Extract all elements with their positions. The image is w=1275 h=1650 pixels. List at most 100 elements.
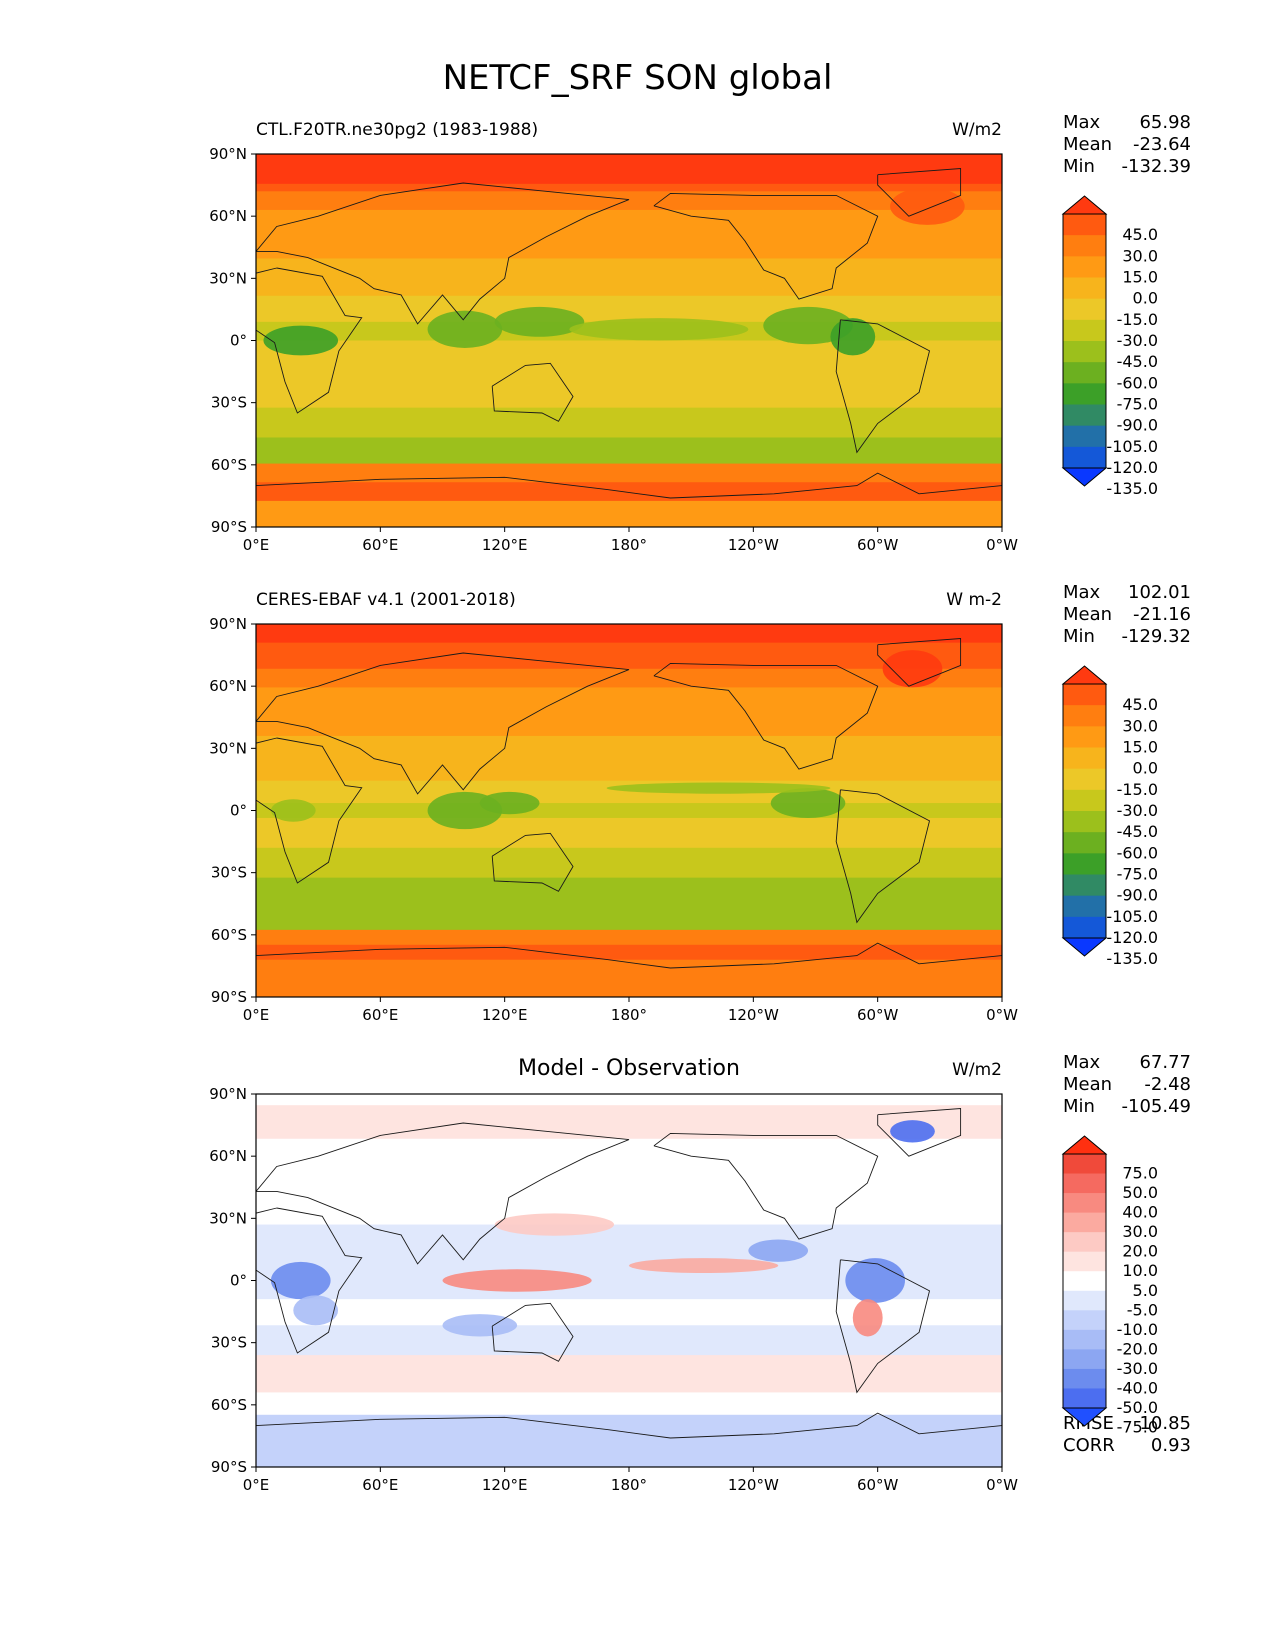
colorbar-segment [1063,383,1106,405]
colorbar: 75.050.040.030.020.010.05.0-5.0-10.0-20.… [1061,1135,1158,1437]
stat-value: -23.64 [1132,134,1191,155]
corr-value: 0.93 [1150,1435,1191,1456]
colorbar-label: -45.0 [1117,352,1158,371]
map-field [256,1094,1002,1467]
colorbar-segment [1063,768,1106,791]
colorbar-label: -60.0 [1117,373,1158,392]
colorbar-segment [1063,1290,1106,1311]
lon-tick-label: 0°W [986,1476,1018,1494]
lon-tick-label: 120°E [482,1476,528,1494]
stat-label: Mean [1063,1074,1113,1095]
stat-value: 67.77 [1139,1052,1191,1073]
lat-tick-label: 30°S [211,864,247,882]
field-band [256,482,1002,502]
lat-tick-label: 60°S [211,456,247,474]
field-band [256,1299,1002,1326]
field-band [256,624,1002,644]
lon-tick-label: 60°W [857,536,899,554]
lon-tick-label: 60°E [362,1476,398,1494]
lat-tick-label: 90°S [211,1458,247,1476]
panel-title: CERES-EBAF v4.1 (2001-2018) [256,590,516,610]
stat-value: 65.98 [1139,112,1191,133]
colorbar-segment [1063,1232,1106,1253]
field-band [256,959,1002,997]
lon-tick-label: 60°W [857,1476,899,1494]
colorbar-label: 5.0 [1133,1281,1158,1300]
figure-title: NETCF_SRF SON global [442,58,833,98]
field-feature [442,1269,592,1292]
coastline [491,362,574,422]
colorbar-outline [1062,683,1107,939]
field-band [256,191,1002,211]
colorbar-label: -15.0 [1117,780,1158,799]
colorbar-segment [1063,1173,1106,1194]
lat-tick-label: 90°N [209,145,247,163]
panel-title: Model - Observation [518,1056,740,1081]
colorbar-label: -75.0 [1117,1418,1158,1437]
lat-tick-label: 90°N [209,615,247,633]
field-feature [270,799,316,822]
field-band [256,1414,1002,1467]
field-band [256,407,1002,438]
field-feature [830,318,876,356]
stat-value: -105.49 [1121,1096,1191,1117]
colorbar-label: -5.0 [1127,1300,1158,1319]
colorbar-label: 0.0 [1133,759,1158,778]
field-band [256,847,1002,879]
field-band [256,1224,1002,1263]
colorbar-segment [1063,214,1106,236]
colorbar-label: 30.0 [1122,716,1158,735]
field-band [256,209,1002,259]
lon-tick-label: 60°W [857,1006,899,1024]
field-band [256,1325,1002,1356]
stat-value: -2.48 [1144,1074,1191,1095]
colorbar-label: -120.0 [1106,928,1158,947]
coastline [256,942,1002,969]
colorbar-segment [1063,256,1106,278]
stat-label: Mean [1063,604,1113,625]
map-plot: 90°N 60°N 30°N 0° 30°S 60°S 90°S0°E 60°E 120°E 18… [209,1085,1158,1494]
coastline [877,168,962,217]
coastline [256,267,363,414]
colorbar-segment [1063,1154,1106,1174]
colorbar-segment [1063,404,1106,427]
colorbar-segment [1063,1329,1106,1350]
colorbar-extend-max [1061,665,1108,685]
lat-tick-label: 30°S [211,394,247,412]
colorbar-label: 10.0 [1122,1261,1158,1280]
field-feature [606,782,831,794]
panel-stats: Max 67.77 Mean -2.48 Min -105.49 [1063,1052,1191,1118]
field-band [256,1392,1002,1416]
colorbar-label: -30.0 [1117,801,1158,820]
colorbar-segment [1063,298,1106,321]
field-band [256,735,1002,782]
field-feature [479,791,540,815]
lon-tick-label: 120°E [482,536,528,554]
map-plot: 90°N 60°N 30°N 0° 30°S 60°S 90°S0°E 60°E 120°E 18… [209,615,1158,1024]
colorbar-extend-max [1061,195,1108,215]
stat-label: Max [1063,112,1101,133]
field-feature [852,1299,883,1337]
colorbar-segment [1063,277,1106,300]
field-feature [293,1295,339,1326]
colorbar-label: -60.0 [1117,843,1158,862]
lat-tick-label: 60°N [209,207,247,225]
field-feature [494,1213,615,1236]
lat-tick-label: 0° [230,332,247,350]
coastline [653,192,879,300]
colorbar-extend-min [1061,467,1108,487]
coastline [256,1412,1002,1439]
colorbar-label: -50.0 [1117,1398,1158,1417]
colorbar-label: 40.0 [1122,1203,1158,1222]
field-band [256,437,1002,465]
field-feature [569,318,749,341]
colorbar-label: 30.0 [1122,246,1158,265]
colorbar-segment [1063,1310,1106,1331]
colorbar-label: 15.0 [1122,268,1158,287]
lat-tick-label: 60°S [211,926,247,944]
colorbar-segment [1063,1251,1106,1272]
panel-units: W m-2 [946,590,1002,610]
colorbar-label: -135.0 [1106,479,1158,498]
field-band [256,877,1002,931]
field-band [256,929,1002,946]
